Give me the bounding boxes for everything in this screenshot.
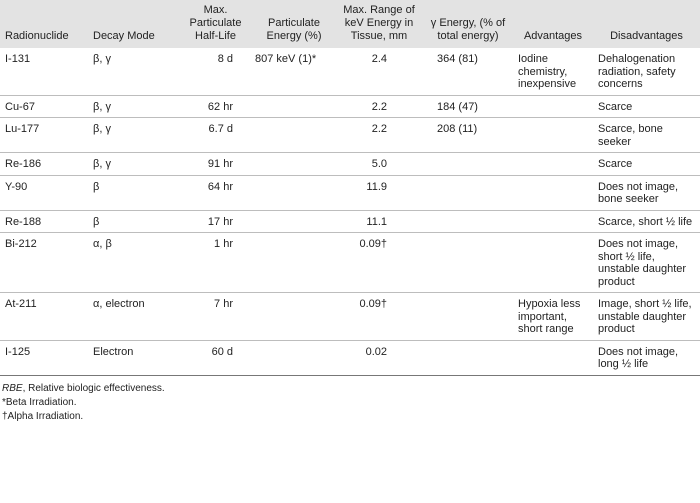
table-row: I-125 Electron 60 d 0.02 Does not image, lon… <box>0 340 700 376</box>
table-cell <box>423 175 513 211</box>
table-cell: At-211 <box>0 292 88 341</box>
footnotes: RBE, Relative biologic effectiveness. *Be… <box>0 376 700 424</box>
table-cell: β, γ <box>88 95 178 118</box>
table-cell: 807 keV (1)* <box>253 48 335 96</box>
table-cell: 60 d <box>178 340 253 376</box>
table-cell: 184 (47) <box>423 95 513 118</box>
header-cell: Max. Particulate Half-Life <box>178 0 253 48</box>
header-row: Radionuclide Decay Mode Max. Particulate H… <box>0 0 700 48</box>
table-cell <box>423 292 513 341</box>
table-cell: Cu-67 <box>0 95 88 118</box>
table-cell <box>253 117 335 153</box>
footnote-term: RBE <box>2 382 23 394</box>
table-cell: β <box>88 210 178 233</box>
table-cell: 208 (11) <box>423 117 513 153</box>
table-row: Y-90 β 64 hr 11.9 Does not image, bone seeke… <box>0 175 700 211</box>
table-cell <box>253 152 335 176</box>
table-row: Re-188 β 17 hr 11.1 Scarce, short ½ life <box>0 210 700 233</box>
table-cell: 17 hr <box>178 210 253 233</box>
table-cell <box>253 232 335 293</box>
table-cell: 64 hr <box>178 175 253 211</box>
table-cell <box>513 152 593 176</box>
table-cell: α, β <box>88 232 178 293</box>
table-cell: 0.09† <box>335 292 423 341</box>
table-cell: I-131 <box>0 48 88 96</box>
table-cell <box>513 210 593 233</box>
table-cell: Does not image, bone seeker <box>593 175 700 211</box>
table-cell: Electron <box>88 340 178 376</box>
table-cell: β, γ <box>88 117 178 153</box>
table-cell: Scarce, bone seeker <box>593 117 700 153</box>
table-cell <box>253 95 335 118</box>
table-cell <box>423 340 513 376</box>
table-cell: Does not image, long ½ life <box>593 340 700 376</box>
table-cell <box>513 117 593 153</box>
table-cell: 6.7 d <box>178 117 253 153</box>
table-cell: 1 hr <box>178 232 253 293</box>
table-cell <box>423 232 513 293</box>
table-cell: Y-90 <box>0 175 88 211</box>
header-cell: Particulate Energy (%) <box>253 0 335 48</box>
table-cell: Scarce, short ½ life <box>593 210 700 233</box>
table-cell: β <box>88 175 178 211</box>
table-cell: 5.0 <box>335 152 423 176</box>
table-row: Cu-67 β, γ 62 hr 2.2 184 (47) Scarce <box>0 95 700 118</box>
table-cell: Re-186 <box>0 152 88 176</box>
table-cell <box>513 95 593 118</box>
table-cell <box>423 152 513 176</box>
table-row: At-211 α, electron 7 hr 0.09† Hypoxia less i… <box>0 292 700 341</box>
table-cell: Dehalogenation radiation, safety concern… <box>593 48 700 96</box>
table-cell: 62 hr <box>178 95 253 118</box>
table-cell: 364 (81) <box>423 48 513 96</box>
table-cell <box>513 175 593 211</box>
table-cell <box>513 340 593 376</box>
header-cell: Disadvantages <box>593 0 700 48</box>
table-cell <box>253 292 335 341</box>
footnote: †Alpha Irradiation. <box>2 410 84 422</box>
table-cell: α, electron <box>88 292 178 341</box>
table-cell: 0.09† <box>335 232 423 293</box>
table-cell: Iodine chemistry, inexpensive <box>513 48 593 96</box>
table-cell: Scarce <box>593 152 700 176</box>
table-cell <box>253 175 335 211</box>
footnote-text: , Relative biologic effectiveness. <box>22 382 165 394</box>
footnote: RBE, Relative biologic effectiveness. <box>2 382 700 396</box>
header-cell: Decay Mode <box>88 0 178 48</box>
data-table: Radionuclide Decay Mode Max. Particulate H… <box>0 0 700 376</box>
header-cell: Max. Range of keV Energy in Tissue, mm <box>335 0 423 48</box>
header-cell: Radionuclide <box>0 0 88 48</box>
table-cell: 8 d <box>178 48 253 96</box>
table-cell: 11.9 <box>335 175 423 211</box>
table-cell: β, γ <box>88 152 178 176</box>
table-cell: 2.2 <box>335 95 423 118</box>
table-cell: 2.4 <box>335 48 423 96</box>
table-cell: Hypoxia less important, short range <box>513 292 593 341</box>
table-cell: Lu-177 <box>0 117 88 153</box>
table-cell: Bi-212 <box>0 232 88 293</box>
footnote: *Beta Irradiation. <box>2 396 77 408</box>
table-cell: 7 hr <box>178 292 253 341</box>
table-cell: Image, short ½ life, unstable daughter p… <box>593 292 700 341</box>
table-cell: β, γ <box>88 48 178 96</box>
table-row: Lu-177 β, γ 6.7 d 2.2 208 (11) Scarce, bone s… <box>0 117 700 153</box>
table-cell <box>253 210 335 233</box>
header-cell: Advantages <box>513 0 593 48</box>
table-cell: 2.2 <box>335 117 423 153</box>
table-cell: 11.1 <box>335 210 423 233</box>
table-cell <box>423 210 513 233</box>
table-cell <box>513 232 593 293</box>
table-cell <box>253 340 335 376</box>
table-cell: 91 hr <box>178 152 253 176</box>
table-cell: Does not image, short ½ life, unstable d… <box>593 232 700 293</box>
table-cell: Scarce <box>593 95 700 118</box>
table-cell: I-125 <box>0 340 88 376</box>
table-cell: Re-188 <box>0 210 88 233</box>
table-row: Re-186 β, γ 91 hr 5.0 Scarce <box>0 152 700 176</box>
header-cell: γ Energy, (% of total energy) <box>423 0 513 48</box>
table-cell: 0.02 <box>335 340 423 376</box>
